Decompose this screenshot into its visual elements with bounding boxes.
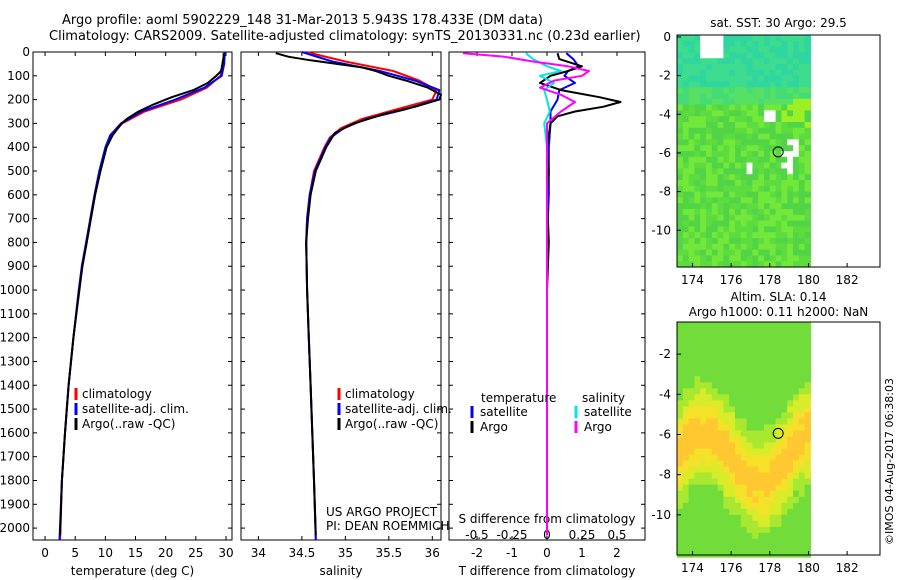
depth-tick-label: 1000 xyxy=(0,283,30,297)
sst-map-heatmap xyxy=(677,35,811,268)
depth-tick-label: 300 xyxy=(7,116,30,130)
difference-line-3 xyxy=(462,52,590,536)
difference-x-tick-label: -2 xyxy=(471,546,483,560)
depth-tick-label: 200 xyxy=(7,93,30,107)
depth-tick-label: 1900 xyxy=(0,497,30,511)
sla-map-x-tick-label: 180 xyxy=(797,561,820,575)
salinity-x-tick-label: 36 xyxy=(425,546,440,560)
depth-tick-label: 800 xyxy=(7,235,30,249)
sst-map-x-tick-label: 178 xyxy=(758,273,781,287)
temperature-line-2 xyxy=(59,53,225,536)
depth-tick-label: 1200 xyxy=(0,331,30,345)
depth-tick-label: 2000 xyxy=(0,521,30,535)
temperature-x-axis-label: temperature (deg C) xyxy=(71,564,194,578)
sla-map-y-tick-label: -8 xyxy=(659,468,671,482)
sst-map-axes-frame xyxy=(676,34,881,268)
depth-tick-label: 1600 xyxy=(0,426,30,440)
salinity-x-axis-label: salinity xyxy=(319,564,362,578)
sst-map-y-tick-label: -10 xyxy=(651,223,671,237)
depth-tick-label: 900 xyxy=(7,259,30,273)
temperature-x-tick-label: 10 xyxy=(98,546,113,560)
salinity-legend-label: satellite-adj. clim. xyxy=(345,402,452,416)
difference-x-tick-label: 0 xyxy=(543,546,551,560)
s-difference-tick-label: 0.25 xyxy=(569,528,596,542)
sst-map-x-tick-label: 174 xyxy=(681,273,704,287)
depth-tick-label: 1500 xyxy=(0,402,30,416)
sst-map-y-tick-label: 0 xyxy=(663,30,671,44)
difference-x-tick-label: -1 xyxy=(506,546,518,560)
temperature-axes-frame xyxy=(32,51,233,541)
salinity-legend-label: climatology xyxy=(345,387,415,401)
sst-map-x-tick-label: 182 xyxy=(836,273,859,287)
sla-map-y-tick-label: -2 xyxy=(659,347,671,361)
temperature-x-tick-label: 25 xyxy=(188,546,203,560)
pi-credit: PI: DEAN ROEMMICH xyxy=(326,519,449,533)
sla-map-title: Altim. SLA: 0.14 xyxy=(730,290,826,304)
salinity-x-tick-label: 34 xyxy=(251,546,266,560)
salinity-x-tick-label: 35.5 xyxy=(375,546,402,560)
salinity-axes-frame xyxy=(240,51,442,541)
salinity-line-2 xyxy=(275,52,442,536)
sst-map-x-tick-label: 176 xyxy=(720,273,743,287)
sst-map-y-tick-label: -8 xyxy=(659,185,671,199)
difference-legend-label: satellite xyxy=(480,405,528,419)
depth-tick-label: 1400 xyxy=(0,378,30,392)
sst-map-x-tick-label: 180 xyxy=(797,273,820,287)
depth-tick-label: 400 xyxy=(7,140,30,154)
sst-map-y-tick-label: -4 xyxy=(659,107,671,121)
s-difference-tick-label: -0.25 xyxy=(496,528,527,542)
depth-tick-label: 1800 xyxy=(0,473,30,487)
depth-tick-label: 100 xyxy=(7,69,30,83)
sla-map-subtitle: Argo h1000: 0.11 h2000: NaN xyxy=(689,305,869,319)
depth-tick-label: 600 xyxy=(7,188,30,202)
figure-title-line2: Climatology: CARS2009. Satellite-adjuste… xyxy=(49,29,641,44)
project-credit: US ARGO PROJECT xyxy=(326,505,438,519)
depth-tick-label: 0 xyxy=(22,45,30,59)
salinity-x-tick-label: 34.5 xyxy=(289,546,316,560)
figure-title-line1: Argo profile: aoml 5902229_148 31-Mar-20… xyxy=(62,13,543,28)
sla-map-y-tick-label: -4 xyxy=(659,387,671,401)
temperature-x-tick-label: 0 xyxy=(41,546,49,560)
difference-legend-title-salinity: salinity xyxy=(582,391,625,405)
salinity-legend-label: Argo(..raw -QC) xyxy=(345,417,438,431)
s-difference-tick-label: 0.5 xyxy=(607,528,626,542)
imos-timestamp: ©IMOS 04-Aug-2017 06:38:03 xyxy=(883,378,896,545)
sla-map-x-tick-label: 178 xyxy=(758,561,781,575)
temperature-x-tick-label: 15 xyxy=(128,546,143,560)
depth-tick-label: 1300 xyxy=(0,354,30,368)
difference-legend-label: Argo xyxy=(480,420,508,434)
s-difference-tick-label: -0.5 xyxy=(465,528,488,542)
salinity-x-tick-label: 35 xyxy=(338,546,353,560)
depth-tick-label: 700 xyxy=(7,212,30,226)
argo-location-marker xyxy=(772,427,784,439)
sst-map-title: sat. SST: 30 Argo: 29.5 xyxy=(710,16,847,30)
sla-map-axes-frame xyxy=(676,321,881,556)
sla-map-x-tick-label: 174 xyxy=(681,561,704,575)
temperature-legend-label: Argo(..raw -QC) xyxy=(82,417,175,431)
sla-map-x-tick-label: 176 xyxy=(720,561,743,575)
sla-map-y-tick-label: -6 xyxy=(659,427,671,441)
temperature-x-tick-label: 20 xyxy=(158,546,173,560)
difference-legend-label: satellite xyxy=(584,405,632,419)
difference-legend-label: Argo xyxy=(584,420,612,434)
difference-x-tick-label: 1 xyxy=(578,546,586,560)
sst-map-y-tick-label: -2 xyxy=(659,69,671,83)
sla-map-x-tick-label: 182 xyxy=(836,561,859,575)
difference-legend-title-temperature: temperature xyxy=(481,391,556,405)
depth-tick-label: 500 xyxy=(7,164,30,178)
temperature-legend-label: satellite-adj. clim. xyxy=(82,402,189,416)
sst-map-y-tick-label: -6 xyxy=(659,146,671,160)
temperature-x-tick-label: 5 xyxy=(71,546,79,560)
temperature-legend-label: climatology xyxy=(82,387,152,401)
difference-x-tick-label: 2 xyxy=(613,546,621,560)
depth-tick-label: 1100 xyxy=(0,307,30,321)
sla-map-y-tick-label: -10 xyxy=(651,508,671,522)
difference-x-axis-label: T difference from climatology xyxy=(458,564,636,578)
depth-tick-label: 1700 xyxy=(0,450,30,464)
argo-location-marker xyxy=(772,146,784,158)
sla-map-heatmap xyxy=(677,322,811,558)
temperature-x-tick-label: 30 xyxy=(218,546,233,560)
